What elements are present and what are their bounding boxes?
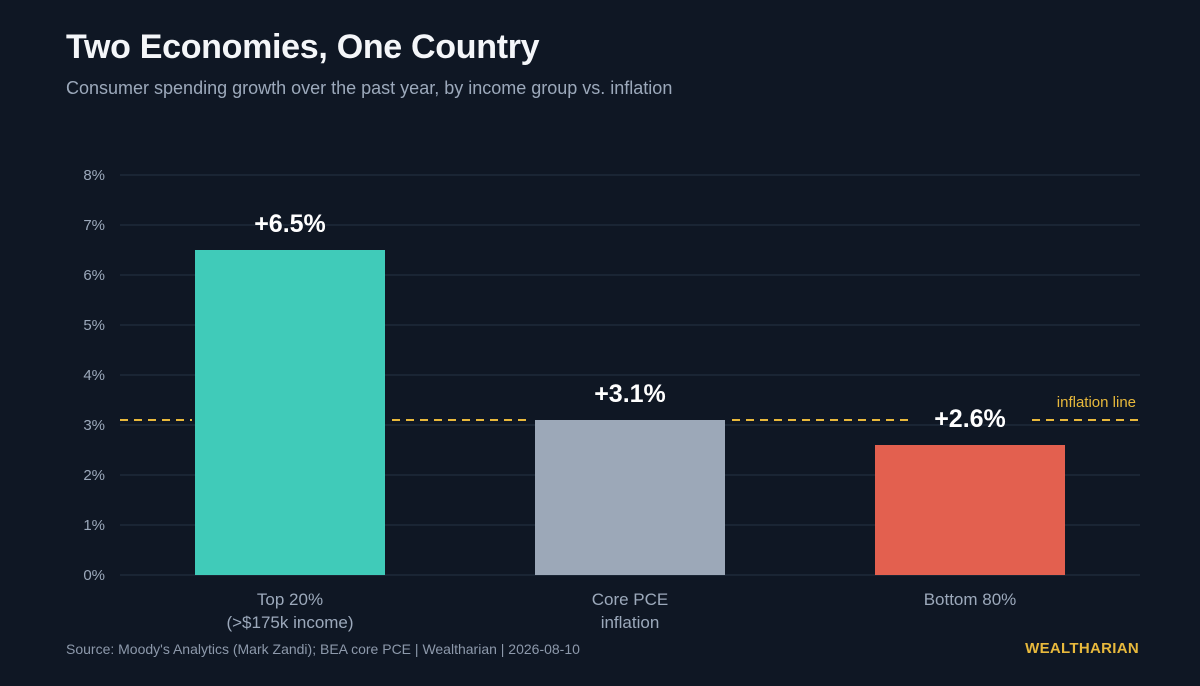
value-label: +3.1%: [594, 380, 666, 408]
y-tick-label: 2%: [83, 467, 105, 484]
y-tick-label: 4%: [83, 367, 105, 384]
y-tick-label: 1%: [83, 517, 105, 534]
x-tick-label: Top 20%: [257, 590, 323, 609]
chart-title: Two Economies, One Country: [66, 28, 540, 66]
inflation-reference-line: inflation line: [120, 394, 1140, 421]
bar: [875, 445, 1065, 575]
source-note: Source: Moody's Analytics (Mark Zandi); …: [66, 641, 580, 657]
y-tick-label: 3%: [83, 417, 105, 434]
y-tick-label: 7%: [83, 217, 105, 234]
y-tick-label: 8%: [83, 167, 105, 184]
y-axis-ticks: 0% 1% 2% 3% 4% 5% 6% 7% 8%: [83, 167, 105, 584]
y-tick-label: 5%: [83, 317, 105, 334]
bars: [195, 250, 1065, 575]
inflation-line-label: inflation line: [1057, 394, 1136, 411]
y-tick-label: 6%: [83, 267, 105, 284]
bar: [195, 250, 385, 575]
bar: [535, 420, 725, 575]
value-label: +2.6%: [934, 405, 1006, 433]
value-label: +6.5%: [254, 210, 326, 238]
chart-subtitle: Consumer spending growth over the past y…: [66, 78, 673, 98]
y-tick-label: 0%: [83, 567, 105, 584]
x-tick-label: Core PCE: [592, 590, 669, 609]
x-tick-label: inflation: [601, 613, 660, 632]
brand-logo-text: WEALTHARIAN: [1025, 640, 1139, 657]
x-tick-label: Bottom 80%: [924, 590, 1017, 609]
value-labels: +6.5% +3.1% +2.6%: [254, 210, 1006, 433]
x-tick-label: (>$175k income): [226, 613, 353, 632]
x-axis-labels: Top 20% (>$175k income) Core PCE inflation B…: [226, 590, 1016, 632]
